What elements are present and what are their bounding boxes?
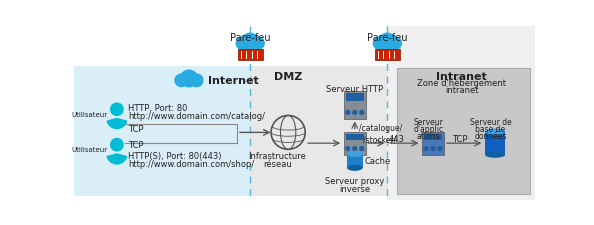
Circle shape xyxy=(346,111,350,115)
Wedge shape xyxy=(107,119,127,129)
Ellipse shape xyxy=(347,165,362,171)
Text: Serveur de: Serveur de xyxy=(469,117,511,126)
Circle shape xyxy=(110,139,123,151)
Text: Pare-feu: Pare-feu xyxy=(230,33,270,43)
Bar xyxy=(422,132,444,155)
Bar xyxy=(238,50,263,61)
Circle shape xyxy=(242,34,258,51)
Circle shape xyxy=(424,147,428,151)
Text: http://www.domain.com/shop/: http://www.domain.com/shop/ xyxy=(128,160,255,169)
Text: /catalogue/: /catalogue/ xyxy=(359,124,403,133)
Bar xyxy=(346,134,364,141)
Text: http://www.domain.com/catalog/: http://www.domain.com/catalog/ xyxy=(128,111,266,120)
Bar xyxy=(344,91,366,119)
Circle shape xyxy=(187,73,198,83)
Text: TCP: TCP xyxy=(453,135,468,143)
Bar xyxy=(346,94,364,101)
Text: /stocker/: /stocker/ xyxy=(364,135,397,143)
Text: HTTP(S), Port: 80(443): HTTP(S), Port: 80(443) xyxy=(128,151,222,160)
Bar xyxy=(485,132,505,155)
Circle shape xyxy=(386,36,396,47)
Ellipse shape xyxy=(485,129,505,135)
Text: TCP: TCP xyxy=(128,124,144,133)
Text: données: données xyxy=(474,131,507,140)
Text: 443: 443 xyxy=(389,135,405,143)
Wedge shape xyxy=(107,154,127,164)
Bar xyxy=(179,79,199,84)
Circle shape xyxy=(388,38,402,50)
Text: Serveur proxy: Serveur proxy xyxy=(325,176,384,185)
Circle shape xyxy=(374,38,386,50)
Circle shape xyxy=(438,147,442,151)
Text: Intranet: Intranet xyxy=(435,72,486,81)
Circle shape xyxy=(378,36,389,47)
Text: Utilisateur: Utilisateur xyxy=(71,111,108,117)
Circle shape xyxy=(248,36,259,47)
Bar xyxy=(424,134,443,141)
Circle shape xyxy=(236,38,249,50)
Circle shape xyxy=(353,111,357,115)
Circle shape xyxy=(379,34,396,51)
Bar xyxy=(397,69,530,194)
Text: d'applic: d'applic xyxy=(413,124,444,133)
Text: TCP: TCP xyxy=(128,140,144,149)
Circle shape xyxy=(346,147,350,151)
Circle shape xyxy=(360,147,364,151)
Text: ations: ations xyxy=(416,131,440,140)
Ellipse shape xyxy=(485,152,505,158)
Circle shape xyxy=(110,104,123,116)
Bar xyxy=(375,50,400,61)
Text: intranet: intranet xyxy=(445,86,479,95)
Text: Serveur: Serveur xyxy=(413,117,443,126)
Text: HTTP, Port: 80: HTTP, Port: 80 xyxy=(128,104,188,113)
Text: réseau: réseau xyxy=(263,159,292,168)
Text: Internet: Internet xyxy=(207,76,258,86)
Bar xyxy=(74,67,250,196)
Bar xyxy=(378,42,397,47)
Bar xyxy=(241,42,260,47)
Text: base de: base de xyxy=(475,124,505,133)
Text: inverse: inverse xyxy=(339,184,371,193)
Ellipse shape xyxy=(347,151,362,157)
Circle shape xyxy=(190,75,203,87)
Circle shape xyxy=(180,73,191,83)
Bar xyxy=(344,132,366,155)
Circle shape xyxy=(181,71,197,87)
Bar xyxy=(387,27,535,200)
Bar xyxy=(250,67,387,196)
Circle shape xyxy=(175,75,188,87)
Text: Serveur HTTP: Serveur HTTP xyxy=(326,85,383,93)
Bar xyxy=(347,154,362,168)
Text: Utilisateur: Utilisateur xyxy=(71,147,108,153)
Circle shape xyxy=(353,147,357,151)
Text: Pare-feu: Pare-feu xyxy=(367,33,407,43)
Text: Cache: Cache xyxy=(365,157,391,166)
Text: Zone d'hébergement: Zone d'hébergement xyxy=(417,78,506,88)
Circle shape xyxy=(360,111,364,115)
Text: Infrastructure: Infrastructure xyxy=(248,151,307,160)
Circle shape xyxy=(252,38,264,50)
Text: DMZ: DMZ xyxy=(274,72,302,81)
Circle shape xyxy=(431,147,435,151)
Circle shape xyxy=(241,36,252,47)
